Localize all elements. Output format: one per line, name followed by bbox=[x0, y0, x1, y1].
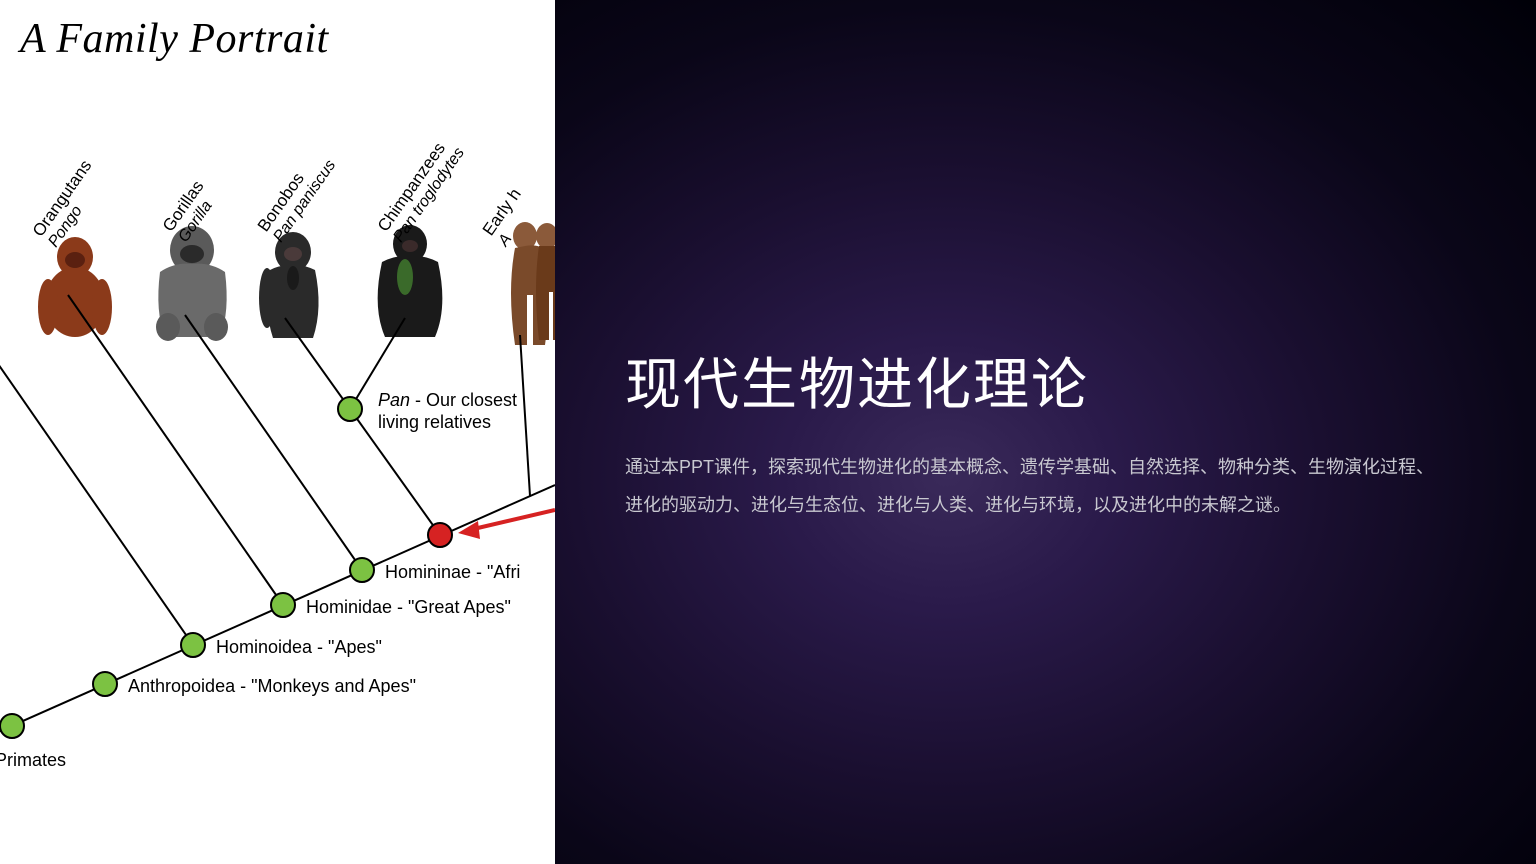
taxon-anthropoidea: Anthropoidea - "Monkeys and Apes" bbox=[128, 676, 416, 697]
pan-closest-relatives-note: Pan - Our closest living relatives bbox=[378, 390, 517, 433]
slide-title: 现代生物进化理论 bbox=[625, 340, 1466, 421]
slide: A Family Portrait bbox=[0, 0, 1536, 864]
left-panel-family-portrait: A Family Portrait bbox=[0, 0, 555, 864]
taxon-hominidae: Hominidae - "Great Apes" bbox=[306, 597, 511, 618]
taxon-primates: Primates bbox=[0, 750, 66, 771]
taxon-homininae: Homininae - "Afri bbox=[385, 562, 520, 583]
slide-body-text: 通过本PPT课件，探索现代生物进化的基本概念、遗传学基础、自然选择、物种分类、生… bbox=[625, 449, 1445, 525]
right-panel-content: 现代生物进化理论 通过本PPT课件，探索现代生物进化的基本概念、遗传学基础、自然… bbox=[555, 0, 1536, 864]
taxon-hominoidea: Hominoidea - "Apes" bbox=[216, 637, 382, 658]
